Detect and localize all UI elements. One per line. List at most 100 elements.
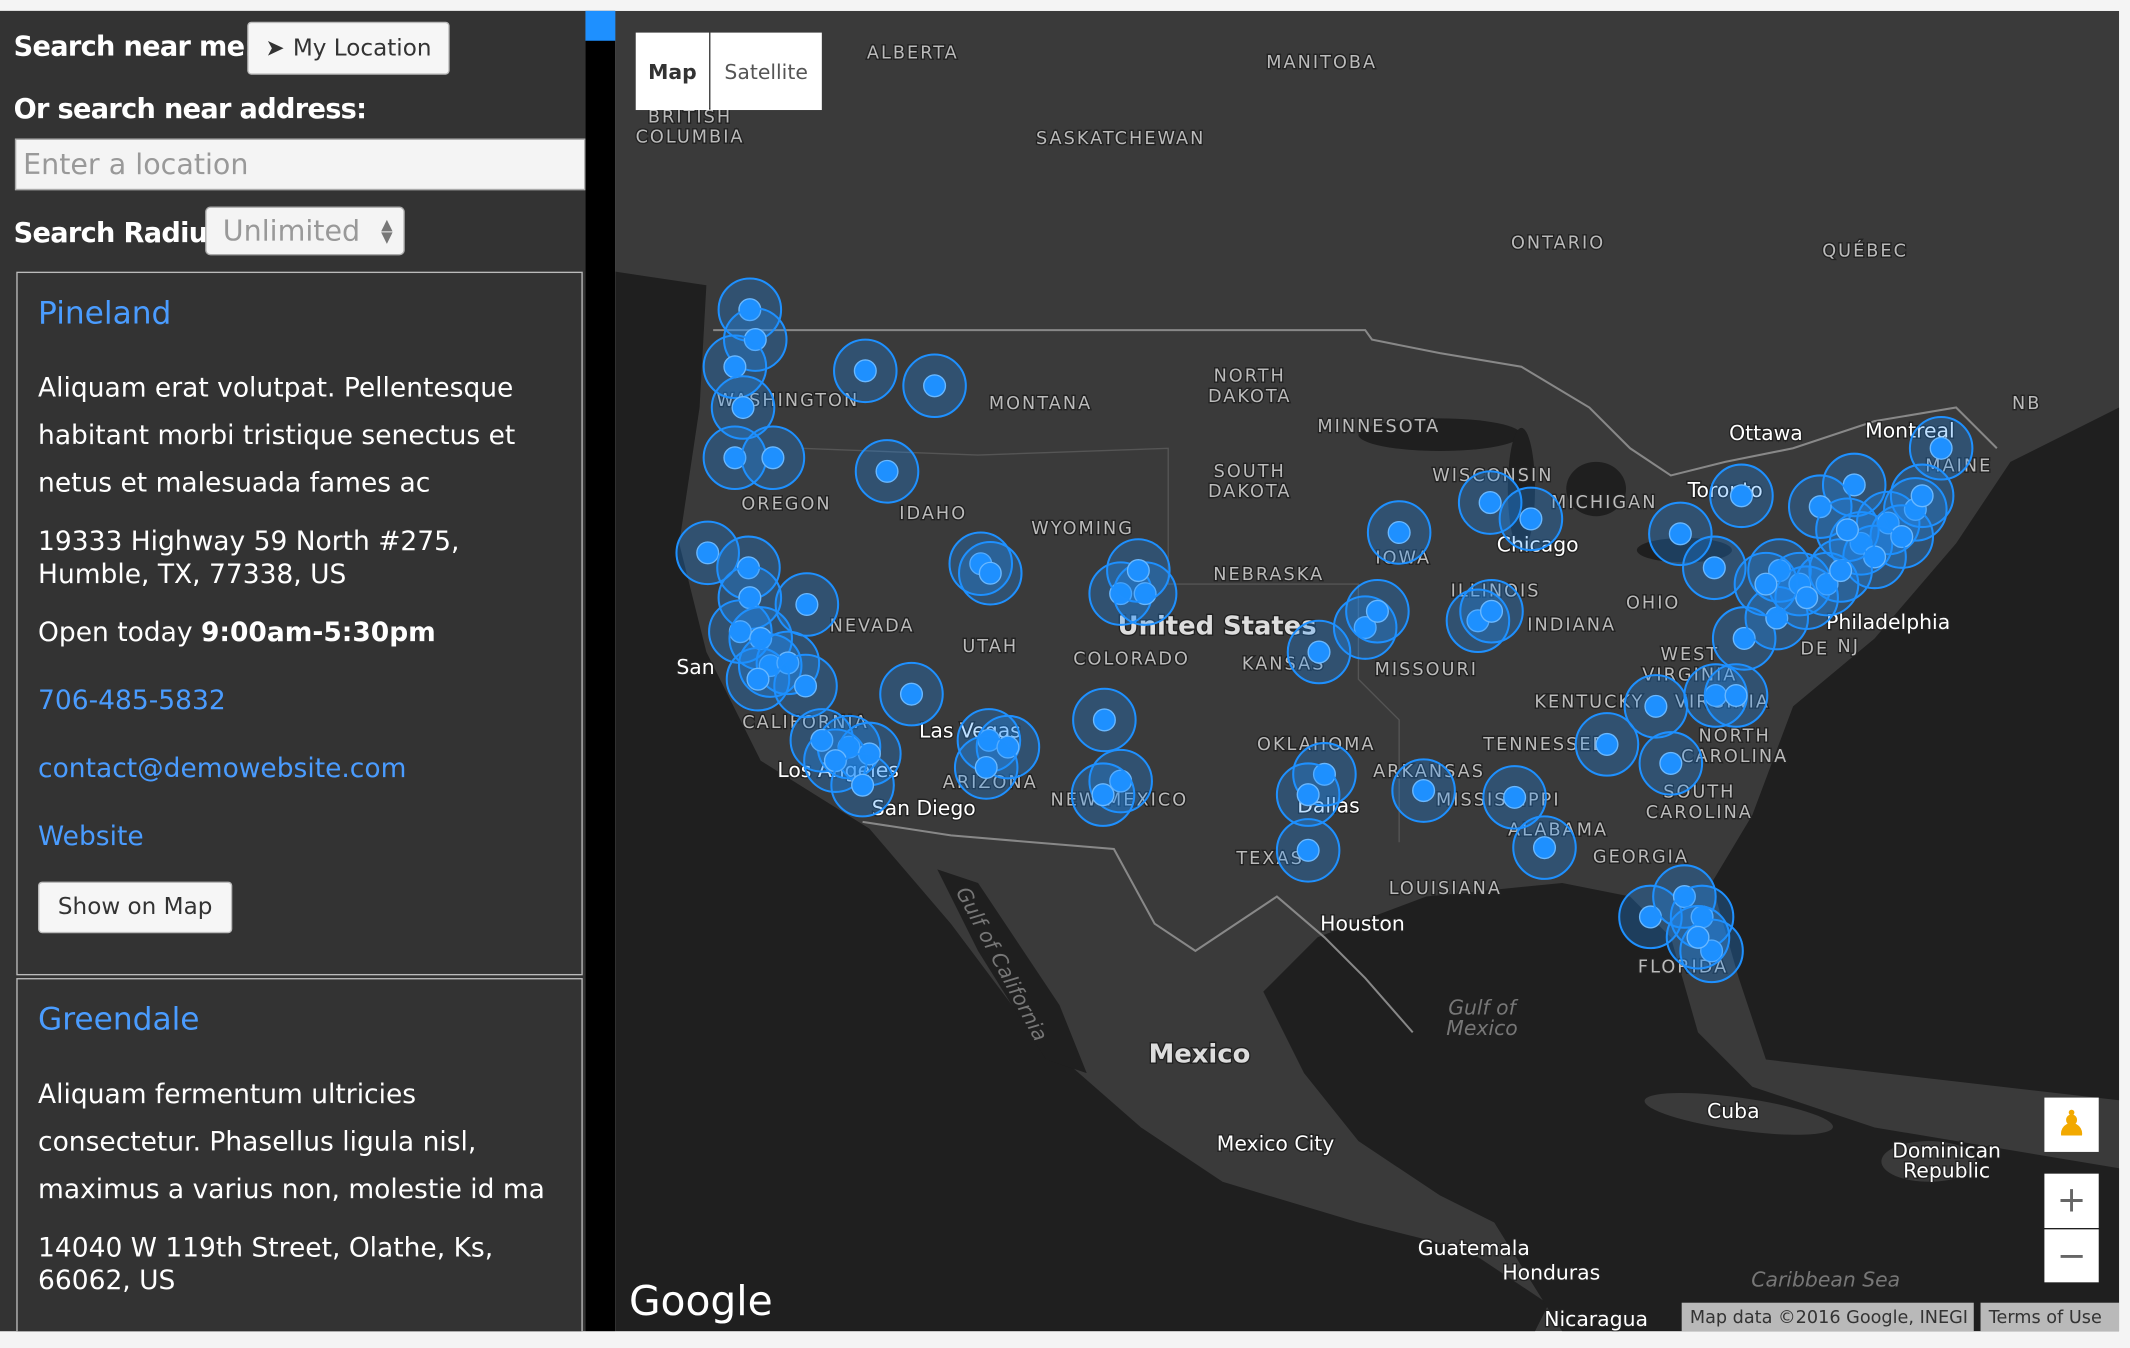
map-label: NORTH bbox=[1214, 367, 1286, 387]
address-input[interactable]: Enter a location bbox=[14, 138, 586, 191]
scrollbar[interactable] bbox=[585, 10, 616, 1332]
hours-prefix: Open today bbox=[38, 616, 193, 648]
marker bbox=[1929, 436, 1953, 460]
marker bbox=[1668, 522, 1692, 546]
marker bbox=[795, 592, 819, 617]
map-label: SASKATCHEWAN bbox=[1036, 129, 1205, 149]
map-label: WISCONSIN bbox=[1432, 466, 1553, 486]
lake bbox=[1636, 537, 1732, 563]
map-label: Ottawa bbox=[1729, 421, 1803, 445]
store-card: Pineland Aliquam erat volutpat. Pellente… bbox=[16, 271, 583, 976]
marker bbox=[1296, 783, 1320, 807]
store-name[interactable]: Greendale bbox=[38, 1002, 200, 1038]
marker bbox=[1478, 491, 1502, 515]
marker bbox=[1307, 640, 1331, 664]
show-on-map-button[interactable]: Show on Map bbox=[38, 881, 233, 934]
arrow-icon: ➤ bbox=[265, 34, 285, 62]
store-email[interactable]: contact@demowebsite.com bbox=[38, 752, 407, 784]
marker bbox=[793, 674, 818, 698]
map-label: GEORGIA bbox=[1593, 848, 1689, 868]
map-label: Montreal bbox=[1865, 418, 1955, 442]
map-label: FLORIDA bbox=[1638, 958, 1728, 978]
marker bbox=[853, 359, 877, 383]
map-label: WEST bbox=[1660, 645, 1719, 665]
marker bbox=[1532, 836, 1557, 860]
map-label: MANITOBA bbox=[1266, 53, 1377, 73]
map-label: SOUTH bbox=[1214, 462, 1286, 482]
store-address: 14040 W 119th Street, Olathe, Ks, 66062,… bbox=[38, 1232, 494, 1296]
map-label: Guatemala bbox=[1418, 1236, 1530, 1260]
search-address-label: Or search near address: bbox=[13, 92, 367, 125]
map-label: MISSISSIPPI bbox=[1436, 791, 1561, 811]
marker bbox=[923, 374, 947, 398]
map-label: Mexico bbox=[1149, 1039, 1251, 1069]
map-label: TEXAS bbox=[1235, 849, 1303, 869]
map-type-button[interactable]: Map bbox=[635, 32, 710, 111]
map-label: NEBRASKA bbox=[1213, 565, 1324, 585]
marker bbox=[1353, 616, 1377, 640]
marker bbox=[1754, 572, 1778, 596]
scrollbar-thumb[interactable] bbox=[585, 10, 616, 41]
map-label: NJ bbox=[1838, 637, 1860, 657]
terms-link[interactable]: Terms of Use bbox=[1988, 1308, 2102, 1328]
map-label: IOWA bbox=[1375, 549, 1431, 569]
marker bbox=[1835, 518, 1859, 542]
lake bbox=[1566, 461, 1627, 517]
map-label: QUÉBEC bbox=[1822, 240, 1908, 262]
map-label: NORTH bbox=[1699, 727, 1771, 747]
select-arrows: ▲ ▼ bbox=[381, 215, 393, 246]
marker bbox=[1890, 525, 1914, 549]
radius-select[interactable]: Unlimited ▲ ▼ bbox=[205, 206, 405, 256]
my-location-text: My Location bbox=[292, 34, 432, 62]
hispaniola bbox=[1881, 1141, 1977, 1182]
marker bbox=[1503, 785, 1527, 809]
marker bbox=[1595, 732, 1619, 756]
store-address: 19333 Highway 59 North #275, Humble, TX,… bbox=[38, 525, 460, 590]
marker bbox=[761, 446, 785, 470]
attribution: Map data ©2016 Google, INEGI bbox=[1690, 1308, 1968, 1328]
marker bbox=[974, 755, 998, 780]
radius-value: Unlimited bbox=[222, 214, 361, 248]
map-label: Chicago bbox=[1497, 533, 1579, 557]
my-location-button[interactable]: ➤ My Location bbox=[247, 21, 450, 75]
zoom-out[interactable]: − bbox=[2044, 1229, 2099, 1283]
marker bbox=[1296, 838, 1320, 862]
map-label: BRITISH bbox=[648, 107, 732, 127]
map-label: Houston bbox=[1320, 912, 1405, 936]
california-gulf bbox=[937, 869, 1087, 1074]
pegman[interactable]: ♟ bbox=[2044, 1097, 2099, 1152]
store-name[interactable]: Pineland bbox=[38, 296, 172, 332]
marker bbox=[1659, 751, 1683, 775]
hours-value: 9:00am-5:30pm bbox=[200, 616, 436, 648]
pacific bbox=[615, 271, 1549, 1332]
radius-label: Search Radius bbox=[13, 215, 224, 249]
marker bbox=[1724, 683, 1748, 708]
store-website[interactable]: Website bbox=[38, 820, 144, 852]
map-label: UTAH bbox=[962, 637, 1018, 657]
map-label: MICHIGAN bbox=[1551, 493, 1657, 513]
map-label: COLUMBIA bbox=[636, 128, 745, 148]
map-label: Philadelphia bbox=[1826, 610, 1950, 634]
terms-bg bbox=[1980, 1302, 2120, 1332]
map-label: ALABAMA bbox=[1508, 820, 1608, 840]
map-label: INDIANA bbox=[1527, 615, 1616, 635]
map-label: MISSOURI bbox=[1375, 660, 1478, 680]
satellite-type-button[interactable]: Satellite bbox=[710, 32, 822, 111]
map-label: CAROLINA bbox=[1646, 803, 1753, 823]
map-label: Dominican bbox=[1892, 1138, 2001, 1162]
border bbox=[862, 820, 1414, 1034]
map-label: DAKOTA bbox=[1208, 482, 1292, 502]
marker bbox=[1644, 694, 1668, 718]
marker bbox=[899, 682, 924, 706]
marker bbox=[851, 773, 875, 797]
map-label: DE bbox=[1800, 640, 1829, 660]
zoom-in[interactable]: + bbox=[2044, 1173, 2099, 1228]
map-label: SOUTH bbox=[1663, 782, 1735, 802]
search-near-label: Search near me: bbox=[13, 29, 256, 63]
marker bbox=[1729, 484, 1754, 508]
map-label: TENNESSEE bbox=[1482, 735, 1606, 755]
store-phone[interactable]: 706-485-5832 bbox=[38, 684, 226, 716]
state-borders bbox=[801, 447, 1400, 843]
map-label: WYOMING bbox=[1031, 519, 1134, 539]
